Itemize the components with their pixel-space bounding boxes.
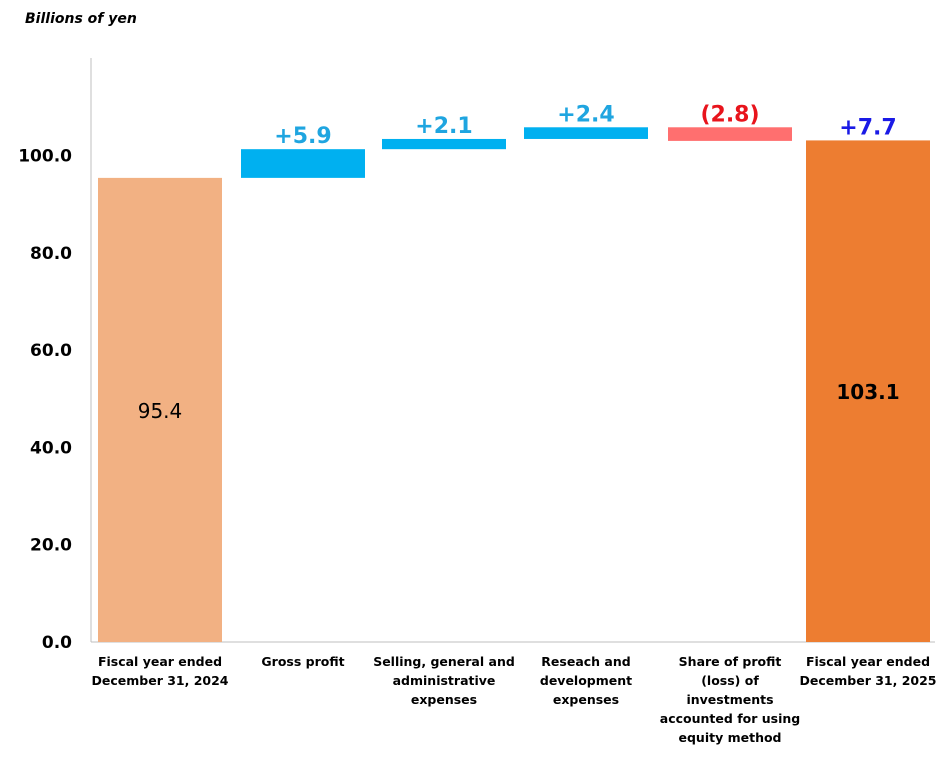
total-change-label: +7.7	[839, 115, 896, 140]
x-category-label: Reseach and	[541, 654, 630, 669]
y-tick-label: 60.0	[30, 341, 72, 361]
change-value-label: +2.1	[415, 114, 472, 139]
x-category-label: development	[540, 673, 632, 688]
x-category-label: Gross profit	[261, 654, 344, 669]
change-bar	[241, 149, 365, 178]
x-category-label: expenses	[411, 692, 477, 707]
y-tick-label: 100.0	[18, 147, 72, 167]
x-category-label: December 31, 2025	[800, 673, 937, 688]
change-value-label: +5.9	[274, 124, 331, 149]
total-value-label: 95.4	[138, 399, 183, 423]
x-category-label: administrative	[393, 673, 496, 688]
change-bar	[524, 127, 648, 139]
total-value-label: 103.1	[836, 380, 899, 404]
x-category-label: accounted for using	[660, 711, 800, 726]
change-value-label: +2.4	[557, 102, 614, 127]
x-category-label: Fiscal year ended	[806, 654, 930, 669]
x-category-label: Fiscal year ended	[98, 654, 222, 669]
change-bar	[668, 127, 792, 141]
x-category-label: equity method	[679, 730, 782, 745]
total-bar	[98, 177, 222, 642]
change-value-label: (2.8)	[700, 102, 759, 127]
y-tick-label: 80.0	[30, 244, 72, 264]
y-axis-unit-label: Billions of yen	[25, 11, 137, 27]
change-bar	[382, 138, 506, 150]
total-bar	[806, 140, 930, 642]
x-category-label: Share of profit	[679, 654, 782, 669]
y-tick-label: 20.0	[30, 536, 72, 556]
x-category-label: December 31, 2024	[92, 673, 229, 688]
y-tick-label: 40.0	[30, 438, 72, 458]
x-category-label: Selling, general and	[373, 654, 515, 669]
x-category-label: expenses	[553, 692, 619, 707]
x-category-label: investments	[686, 692, 773, 707]
x-category-label: (loss) of	[701, 673, 759, 688]
y-tick-label: 0.0	[42, 633, 72, 653]
